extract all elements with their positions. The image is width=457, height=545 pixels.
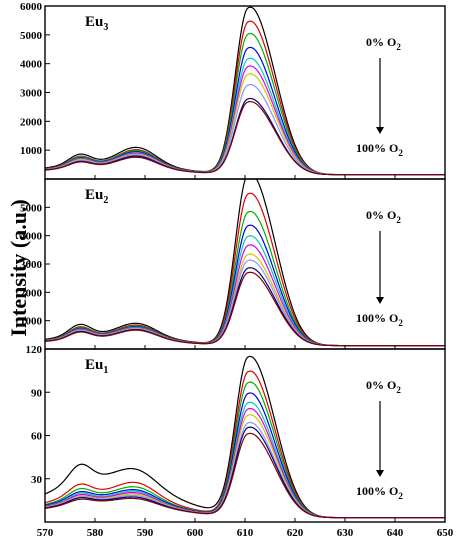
annot-top-2: 0% O2 (366, 378, 401, 395)
y-tick-label-0-2000: 2000 (20, 116, 43, 128)
y-tick-label-0-6000: 6000 (20, 1, 43, 13)
y-tick-label-0-5000: 5000 (20, 30, 43, 42)
y-tick-label-1-4000: 4000 (20, 231, 43, 243)
panel-0: 1000 2000 3000 4000 5000 6000 Eu3 0% O2 100% O2 (20, 1, 446, 180)
y-axis-label: Intensity (a.u.) (6, 199, 31, 337)
series-line-0-4 (45, 57, 445, 176)
y-tick-label-2-60: 60 (31, 431, 43, 443)
x-tick-label-620: 620 (287, 527, 304, 539)
annot-bottom-2: 100% O2 (356, 484, 403, 501)
series-line-1-2 (45, 210, 445, 347)
y-tick-label-1-5000: 5000 (20, 202, 43, 214)
panel-label-0: Eu3 (85, 14, 108, 33)
x-tick-label-580: 580 (87, 527, 104, 539)
x-tick-label-600: 600 (187, 527, 204, 539)
panel-2: 30 60 90 120 Eu1 0% O2 100% O2 (26, 344, 446, 523)
arrow-head-2 (376, 470, 384, 477)
y-tick-label-2-90: 90 (31, 387, 43, 399)
panel-label-1: Eu2 (85, 187, 108, 206)
annot-bottom-0: 100% O2 (356, 141, 403, 158)
y-tick-label-0-3000: 3000 (20, 88, 43, 100)
annot-top-0: 0% O2 (366, 35, 401, 52)
y-tick-label-0-1000: 1000 (20, 145, 43, 157)
x-tick-label-570: 570 (37, 527, 54, 539)
series-line-2-9 (45, 432, 445, 519)
series-line-1-9 (45, 271, 445, 347)
y-tick-label-2-30: 30 (31, 474, 43, 486)
series-line-2-8 (45, 426, 445, 519)
x-tick-label-630: 630 (337, 527, 354, 539)
arrow-head-1 (376, 297, 384, 304)
series-group-2 (45, 355, 445, 519)
annot-bottom-1: 100% O2 (356, 311, 403, 328)
x-tick-label-590: 590 (137, 527, 154, 539)
y-tick-label-1-1000: 1000 (20, 316, 43, 328)
x-tick-label-650: 650 (437, 527, 454, 539)
panel-label-2: Eu1 (85, 357, 108, 376)
y-tick-label-2-120: 120 (26, 344, 43, 356)
y-tick-label-1-3000: 3000 (20, 259, 43, 271)
series-line-0-9 (45, 101, 445, 176)
series-group-0 (45, 6, 445, 176)
series-line-0-8 (45, 97, 445, 176)
x-tick-label-640: 640 (387, 527, 404, 539)
series-group-1 (45, 179, 445, 347)
x-tick-label-610: 610 (237, 527, 254, 539)
y-tick-label-1-2000: 2000 (20, 287, 43, 299)
y-tick-label-0-4000: 4000 (20, 59, 43, 71)
annot-top-1: 0% O2 (366, 208, 401, 225)
arrow-head-0 (376, 127, 384, 134)
panel-1: 1000 2000 3000 4000 5000 Eu2 0% O2 100% O2 (20, 178, 446, 350)
series-line-1-4 (45, 235, 445, 347)
series-line-1-5 (45, 244, 445, 347)
series-line-0-3 (45, 46, 445, 176)
series-line-1-3 (45, 224, 445, 347)
